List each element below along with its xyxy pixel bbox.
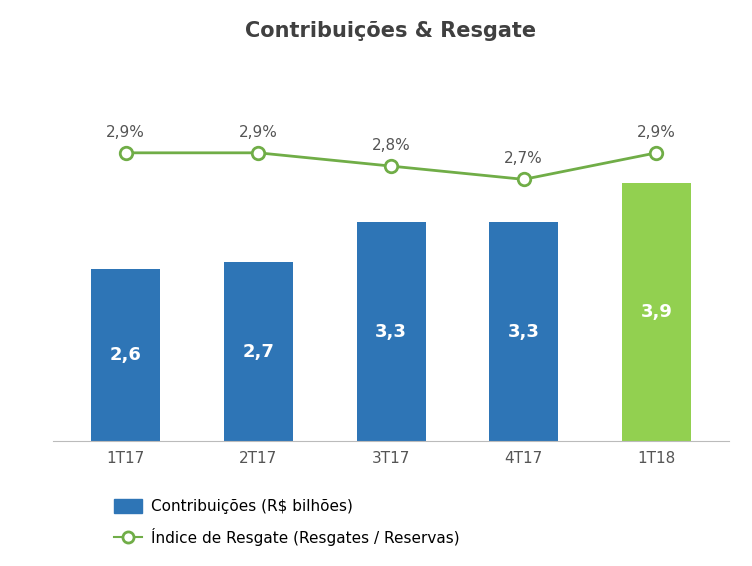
Text: 2,8%: 2,8%: [371, 138, 411, 153]
Bar: [622, 183, 691, 441]
Bar: [91, 269, 160, 441]
Bar: [356, 222, 426, 441]
Text: 2,9%: 2,9%: [637, 125, 676, 140]
Title: Contribuições & Resgate: Contribuições & Resgate: [245, 21, 537, 41]
Text: 3,3: 3,3: [375, 323, 407, 341]
Text: 2,6: 2,6: [110, 346, 141, 364]
Text: 3,9: 3,9: [641, 303, 672, 321]
Text: 2,7%: 2,7%: [505, 151, 543, 166]
Bar: [224, 262, 293, 441]
Text: 2,7: 2,7: [242, 343, 274, 361]
Legend: Contribuições (R$ bilhões), Índice de Resgate (Resgates / Reservas): Contribuições (R$ bilhões), Índice de Re…: [114, 499, 459, 546]
Text: 2,9%: 2,9%: [106, 125, 145, 140]
Text: 2,9%: 2,9%: [239, 125, 277, 140]
Text: 3,3: 3,3: [508, 323, 540, 341]
Bar: [490, 222, 558, 441]
